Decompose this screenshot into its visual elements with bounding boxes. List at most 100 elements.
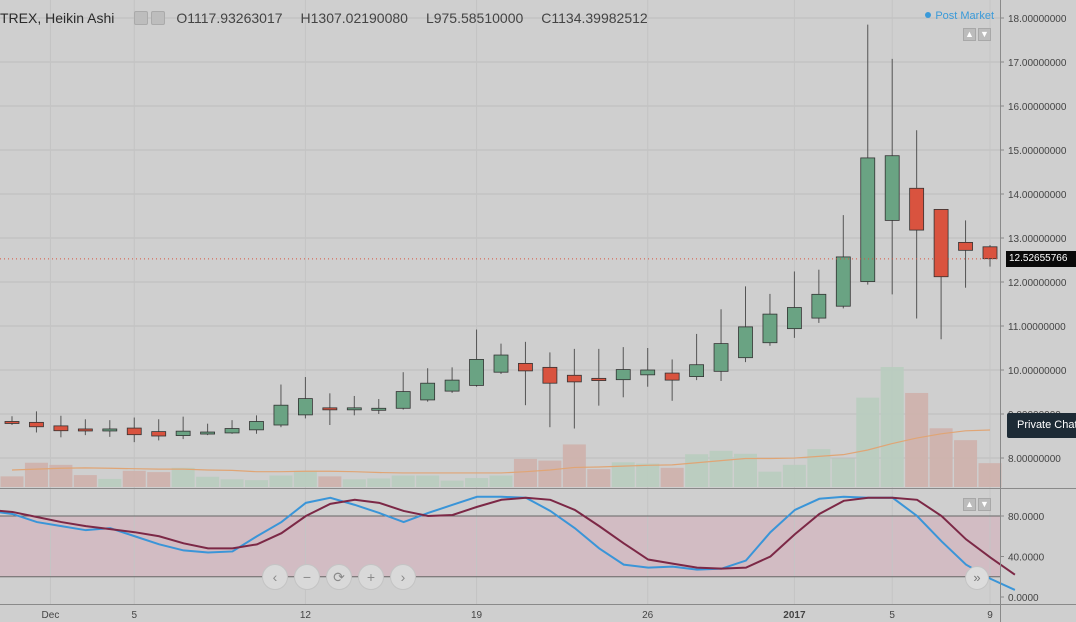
volume-bar (269, 475, 293, 487)
stoch-tick-label: 40.0000 (1008, 553, 1045, 564)
price-tick-label: 18.00000000 (1008, 14, 1067, 25)
scale-down-icon[interactable]: ▼ (978, 498, 991, 511)
price-tick-label: 13.00000000 (1008, 234, 1067, 245)
volume-bar (880, 367, 904, 487)
candle-body (469, 359, 484, 386)
candle-body (126, 427, 142, 436)
volume-bar (954, 440, 978, 487)
date-tick-label: 9 (987, 610, 993, 621)
volume-bar (342, 479, 366, 487)
candle-body (860, 157, 876, 282)
volume-bar (734, 453, 757, 487)
zoom-out-icon[interactable]: − (294, 564, 320, 590)
scale-up-icon[interactable]: ▲ (963, 28, 976, 41)
post-market-label[interactable]: Post Market (925, 10, 994, 22)
scroll-left-icon[interactable]: ‹ (262, 564, 288, 590)
candle-body (542, 366, 558, 384)
volume-bar (465, 478, 489, 487)
volume-bar (660, 467, 684, 487)
date-tick-label: 12 (300, 610, 312, 621)
volume-bar (831, 458, 855, 487)
candle-body (77, 428, 93, 432)
price-tick-label: 8.00000000 (1008, 454, 1061, 465)
zoom-in-icon[interactable]: + (358, 564, 384, 590)
volume-bar (73, 475, 97, 487)
candle-body (322, 407, 338, 411)
candle-body (371, 407, 387, 411)
volume-bar (685, 454, 709, 487)
candle-body (151, 431, 167, 437)
candle-body (102, 428, 118, 432)
volume-bar (489, 475, 513, 487)
volume-bar (98, 478, 122, 487)
settings-icon[interactable] (151, 11, 166, 25)
volume-bar (758, 471, 782, 487)
volume-bar (196, 476, 220, 487)
chart-navigation: ‹ − ⟳ + › (262, 564, 416, 590)
reset-chart-icon[interactable]: ⟳ (326, 564, 352, 590)
date-tick-label: 5 (131, 610, 137, 621)
high-value: H1307.02190080 (300, 10, 408, 26)
volume-bar (978, 463, 1002, 487)
candle-body (811, 293, 827, 319)
volume-ma-line (11, 429, 991, 474)
candle-body (249, 421, 264, 431)
volume-bar (122, 470, 146, 487)
scroll-to-latest-icon[interactable]: » (965, 566, 989, 590)
candle-body (615, 369, 631, 381)
post-market-text: Post Market (935, 10, 994, 22)
candle-body (738, 326, 753, 359)
candle-body (884, 155, 900, 221)
private-chat-button[interactable]: Private Chat (1007, 413, 1076, 438)
volume-bar (0, 476, 24, 487)
candle-body (982, 246, 998, 260)
volume-bar (245, 480, 268, 487)
date-tick-label: Dec (42, 610, 60, 621)
candle-body (273, 404, 289, 426)
price-tick-label: 16.00000000 (1008, 102, 1067, 113)
volume-bar (440, 480, 464, 487)
volume-bar (416, 475, 440, 487)
price-tick-label: 15.00000000 (1008, 146, 1067, 157)
visibility-icon[interactable] (134, 11, 149, 25)
candle-body (933, 208, 949, 278)
last-price-badge: 12.52655766 (1006, 251, 1076, 267)
candle-body (420, 382, 436, 401)
volume-bar (367, 478, 391, 487)
chart-header: TREX, Heikin Ashi O1117.93263017 H1307.0… (0, 6, 658, 30)
candle-body (444, 379, 460, 392)
price-tick-label: 14.00000000 (1008, 190, 1067, 201)
stoch-tick-label: 0.0000 (1008, 593, 1039, 604)
post-market-dot-icon (925, 12, 932, 18)
stoch-tick-label: 80.0000 (1008, 512, 1045, 523)
date-tick-label: 2017 (783, 610, 806, 621)
candle-body (664, 372, 680, 381)
candle-body (493, 354, 509, 373)
price-tick-label: 17.00000000 (1008, 58, 1067, 69)
symbol-title[interactable]: TREX, Heikin Ashi (0, 10, 115, 26)
volume-bar (293, 470, 317, 487)
volume-bar (391, 475, 415, 487)
stochastic-k-line (0, 495, 1016, 591)
scroll-right-icon[interactable]: › (390, 564, 416, 590)
scale-down-icon[interactable]: ▼ (978, 28, 991, 41)
date-tick-label: 19 (471, 610, 483, 621)
date-tick-label: 26 (642, 610, 654, 621)
volume-bar (562, 444, 586, 487)
candle-body (175, 430, 191, 436)
price-tick-label: 10.00000000 (1008, 366, 1067, 377)
volume-bar (709, 450, 733, 487)
volume-bar (611, 462, 635, 487)
candle-body (762, 313, 778, 344)
close-value: C1134.39982512 (541, 10, 648, 26)
volume-bar (929, 428, 953, 487)
candle-body (835, 256, 851, 307)
candle-body (346, 407, 362, 411)
scale-up-icon[interactable]: ▲ (963, 498, 976, 511)
volume-bar (587, 469, 611, 487)
candle-body (224, 428, 240, 434)
price-pane (0, 0, 1000, 488)
volume-bar (49, 464, 73, 487)
volume-bar (782, 464, 806, 487)
